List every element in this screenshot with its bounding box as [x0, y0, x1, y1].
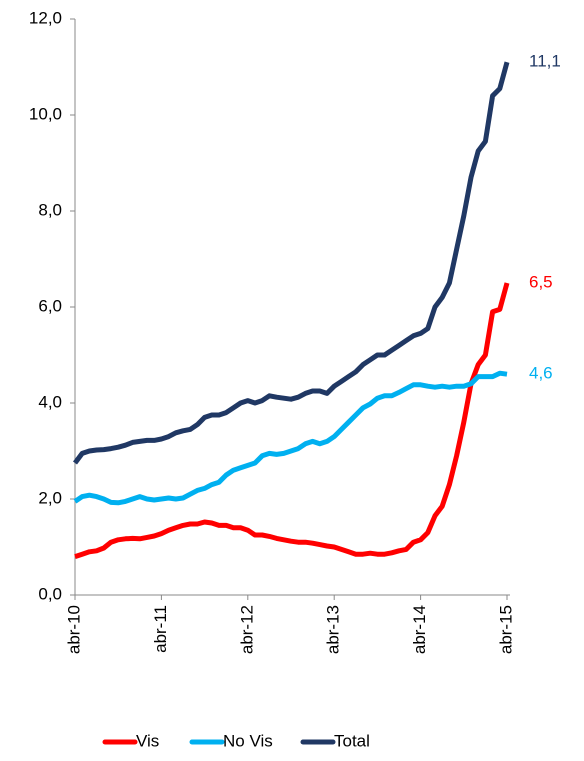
x-tick-label: abr-14	[410, 605, 429, 654]
y-tick-label: 8,0	[38, 200, 62, 219]
legend-label: Vis	[136, 731, 159, 750]
data-label: 11,1	[529, 52, 561, 71]
legend-label: No Vis	[223, 731, 273, 750]
series-line	[74, 282, 510, 559]
y-tick-label: 2,0	[38, 488, 62, 507]
y-tick-label: 4,0	[38, 392, 62, 411]
x-tick-label: abr-13	[324, 605, 343, 654]
x-tick-label: abr-15	[496, 605, 515, 654]
x-tick-label: abr-10	[64, 605, 83, 654]
y-tick-label: 6,0	[38, 296, 62, 315]
y-tick-label: 12,0	[29, 8, 62, 27]
data-label: 4,6	[529, 364, 553, 383]
y-tick-label: 0,0	[38, 584, 62, 603]
x-tick-label: abr-11	[151, 605, 170, 653]
series-line	[73, 61, 510, 465]
data-label: 6,5	[529, 272, 553, 291]
legend-label: Total	[334, 731, 370, 750]
x-tick-label: abr-12	[237, 605, 256, 654]
series-line	[73, 370, 508, 506]
y-tick-label: 10,0	[29, 104, 62, 123]
